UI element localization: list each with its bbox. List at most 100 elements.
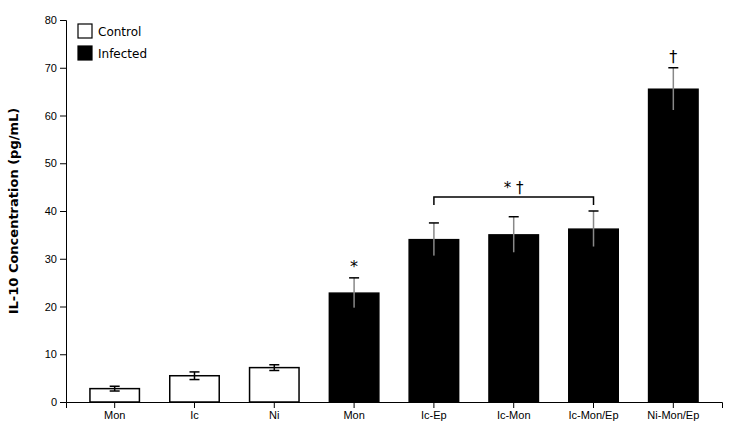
legend-swatch [78,24,92,38]
annotations: * †*† [350,47,677,276]
tick-mark [60,116,66,117]
y-tick: 10 [45,348,66,360]
y-axis: 0 10 20 30 40 50 60 70 80 [45,14,67,408]
error-bar [668,68,678,111]
bar [170,376,219,402]
tick-mark [593,402,594,408]
error-bar [589,211,599,247]
tick-mark [60,68,66,69]
error-line [673,68,675,111]
error-cap [189,371,199,373]
tick-label: 10 [45,348,57,360]
tick-mark [354,402,355,408]
x-tick: Mon [104,402,125,421]
bar [90,389,139,402]
bar [409,240,458,402]
error-bar [429,223,439,256]
error-cap [269,364,279,366]
error-line [274,365,276,371]
error-bar [189,372,199,380]
error-bar [349,278,359,309]
tick-mark [60,259,66,260]
error-cap [189,379,199,381]
chart: 0 10 20 30 40 50 60 70 80 Mon Ic Ni Mon Ic-Ep Ic-Mon Ic… [0,0,742,442]
tick-mark [194,402,195,408]
error-cap [668,67,678,69]
error-cap [110,390,120,392]
error-cap [589,210,599,212]
error-cap [349,308,359,310]
axis-title: IL-10 Concentration (pg/mL) [6,108,21,315]
error-line [593,211,595,247]
axis-line [60,21,67,403]
tick-label: Ic-Mon/Ep [568,409,618,421]
tick-label: Ic [190,409,199,421]
tick-mark [513,402,514,408]
error-cap [349,277,359,279]
tick-label: Mon [343,409,364,421]
x-tick: Ni-Mon/Ep [647,402,699,421]
tick-label: 70 [45,62,57,74]
tick-mark [114,402,115,408]
error-bar [269,365,279,371]
y-tick: 50 [45,157,66,169]
y-tick: 60 [45,110,66,122]
annotation: † [669,47,677,66]
bar [329,293,378,402]
tick-label: Ni [269,409,279,421]
y-tick: 0 [51,396,66,408]
error-cap [509,252,519,254]
tick-label: Ic-Mon [497,409,531,421]
y-tick: 20 [45,301,66,313]
tick-label: 0 [51,396,57,408]
tick-label: Mon [104,409,125,421]
x-tick: Ic-Mon [497,402,531,421]
tick-mark [433,402,434,408]
y-tick: 30 [45,253,66,265]
error-cap [269,370,279,372]
tick-label: 30 [45,253,57,265]
x-tick: Ni [269,402,279,421]
legend-item: Infected [78,46,147,61]
error-line [433,223,435,256]
tick-label: Ni-Mon/Ep [647,409,699,421]
significance-bracket [434,197,594,205]
tick-mark [60,307,66,308]
error-bar [110,386,120,391]
x-tick: Ic [190,402,199,421]
tick-mark [60,20,66,21]
x-tick: Ic-Ep [421,402,447,421]
axis-line [67,403,723,409]
annotation: * † [504,179,524,197]
legend-swatch [78,46,92,60]
tick-label: 60 [45,110,57,122]
error-cap [429,222,439,224]
x-axis: Mon Ic Ni Mon Ic-Ep Ic-Mon Ic-Mon/Ep Ni-Mon/Ep [67,402,723,421]
tick-mark [60,354,66,355]
error-cap [509,216,519,218]
tick-label: 20 [45,301,57,313]
tick-mark [60,163,66,164]
y-tick: 70 [45,62,66,74]
tick-mark [274,402,275,408]
x-tick: Mon [343,402,364,421]
tick-mark [60,402,66,403]
tick-mark [60,211,66,212]
bar [489,235,538,402]
error-line [353,278,355,309]
error-line [194,372,196,380]
plot-area [90,68,698,402]
error-cap [668,110,678,112]
bar [649,89,698,402]
legend-label: Control [98,25,141,39]
tick-label: 40 [45,205,57,217]
bar [250,368,299,402]
legend-item: Control [78,24,141,39]
tick-label: 50 [45,157,57,169]
error-cap [589,247,599,249]
tick-label: Ic-Ep [421,409,447,421]
bar [569,229,618,402]
legend: Control Infected [78,24,147,61]
tick-label: 80 [45,14,57,26]
error-cap [110,385,120,387]
